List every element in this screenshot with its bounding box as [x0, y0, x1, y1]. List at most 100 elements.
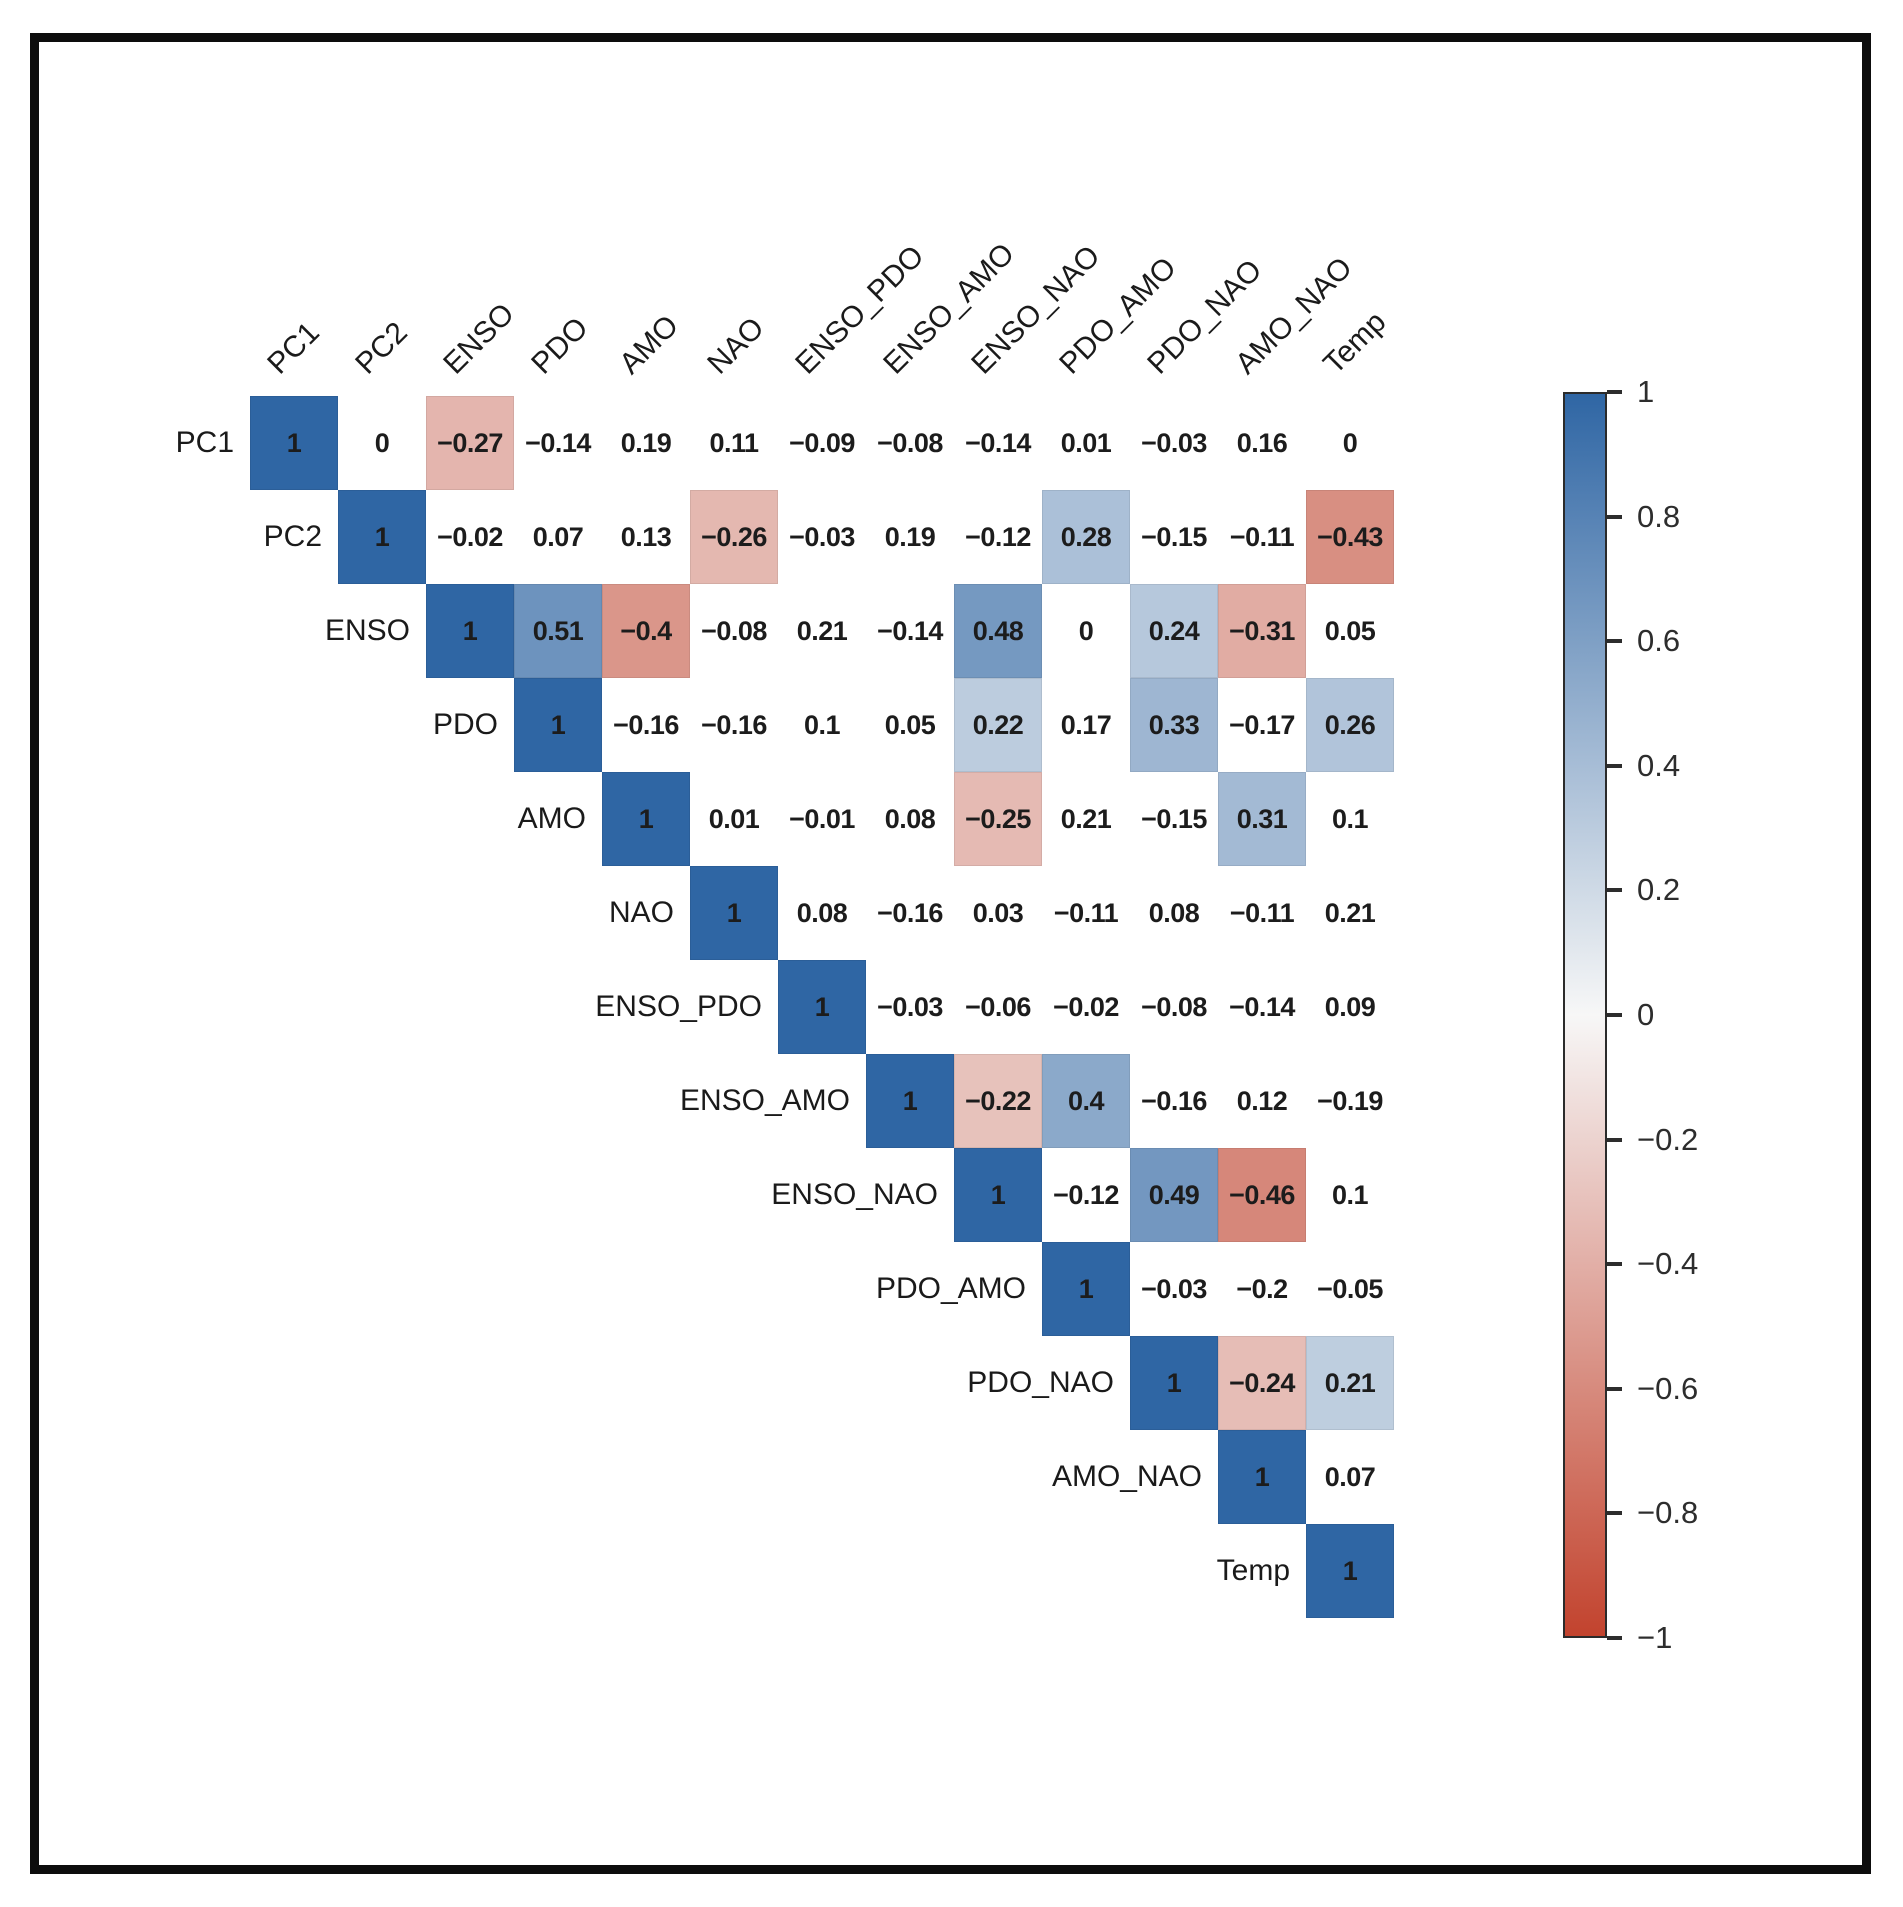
- matrix-cell-value: 0.13: [620, 521, 672, 552]
- matrix-cell-value: −0.02: [1053, 991, 1119, 1022]
- matrix-cell: 0.05: [1306, 584, 1394, 678]
- matrix-cell: −0.17: [1218, 678, 1306, 772]
- matrix-cell: −0.2: [1218, 1242, 1306, 1336]
- matrix-cell: 0: [1306, 396, 1394, 490]
- matrix-cell-value: 0.21: [796, 615, 848, 646]
- matrix-cell-value: 0.05: [1324, 615, 1376, 646]
- matrix-cell: 0.12: [1218, 1054, 1306, 1148]
- matrix-cell-value: −0.02: [437, 521, 503, 552]
- matrix-cell-value: 0.1: [803, 709, 841, 740]
- matrix-cell: −0.12: [1042, 1148, 1130, 1242]
- matrix-cell-value: 0.1: [1331, 803, 1369, 834]
- matrix-cell-value: 1: [638, 803, 654, 834]
- matrix-cell-diagonal: 1: [866, 1054, 954, 1148]
- matrix-cell: 0.16: [1218, 396, 1306, 490]
- matrix-cell-value: −0.14: [1229, 991, 1295, 1022]
- matrix-cell: 0.51: [514, 584, 602, 678]
- matrix-cell: −0.11: [1218, 490, 1306, 584]
- matrix-cell: 0.08: [1130, 866, 1218, 960]
- matrix-cell: −0.14: [1218, 960, 1306, 1054]
- matrix-cell: −0.24: [1218, 1336, 1306, 1430]
- matrix-cell: 0.1: [778, 678, 866, 772]
- matrix-cell-diagonal: 1: [1042, 1242, 1130, 1336]
- colorbar-tick-label: 0.4: [1637, 747, 1681, 783]
- matrix-cell-value: 0.21: [1324, 1367, 1376, 1398]
- matrix-cell-value: −0.16: [613, 709, 679, 740]
- colorbar: [1563, 392, 1607, 1638]
- matrix-cell-value: 0.1: [1331, 1179, 1369, 1210]
- matrix-cell-diagonal: 1: [690, 866, 778, 960]
- matrix-cell: −0.43: [1306, 490, 1394, 584]
- matrix-cell-diagonal: 1: [338, 490, 426, 584]
- matrix-cell: 0.19: [866, 490, 954, 584]
- matrix-cell: −0.11: [1042, 866, 1130, 960]
- matrix-cell-value: 0.17: [1060, 709, 1112, 740]
- matrix-cell-value: 1: [462, 615, 478, 646]
- colorbar-tick-label: −0.2: [1637, 1121, 1699, 1157]
- matrix-cell: −0.05: [1306, 1242, 1394, 1336]
- matrix-cell: −0.15: [1130, 490, 1218, 584]
- matrix-cell: −0.09: [778, 396, 866, 490]
- colorbar-tick-label: −0.8: [1637, 1495, 1699, 1531]
- matrix-cell-value: −0.08: [1141, 991, 1207, 1022]
- matrix-cell-value: 0.19: [620, 427, 672, 458]
- matrix-cell-value: −0.11: [1229, 897, 1295, 928]
- matrix-cell: 0.13: [602, 490, 690, 584]
- colorbar-tick-label: 0.6: [1637, 623, 1681, 659]
- matrix-cell: −0.03: [1130, 396, 1218, 490]
- matrix-cell: −0.01: [778, 772, 866, 866]
- matrix-cell-value: −0.11: [1053, 897, 1119, 928]
- row-label: PC2: [263, 520, 322, 553]
- matrix-cell: 0.21: [778, 584, 866, 678]
- matrix-cell: −0.14: [866, 584, 954, 678]
- matrix-cell-value: 0.05: [884, 709, 936, 740]
- matrix-cell-value: −0.09: [789, 427, 855, 458]
- matrix-cell-value: 0.16: [1236, 427, 1288, 458]
- matrix-cell: 0.48: [954, 584, 1042, 678]
- matrix-cell: 0.17: [1042, 678, 1130, 772]
- matrix-cell-value: 0: [1342, 427, 1358, 458]
- matrix-cell: −0.15: [1130, 772, 1218, 866]
- matrix-cell-value: −0.03: [789, 521, 855, 552]
- matrix-cell: 0.21: [1306, 866, 1394, 960]
- matrix-cell-value: 0.26: [1324, 709, 1376, 740]
- matrix-cell: 0.33: [1130, 678, 1218, 772]
- matrix-cell-diagonal: 1: [954, 1148, 1042, 1242]
- colorbar-tick: [1607, 1137, 1622, 1142]
- matrix-cell-value: 0.4: [1067, 1085, 1105, 1116]
- matrix-cell-value: −0.24: [1229, 1367, 1295, 1398]
- matrix-cell-value: 0.22: [972, 709, 1024, 740]
- matrix-cell: −0.16: [866, 866, 954, 960]
- matrix-cell-value: 0.08: [884, 803, 936, 834]
- matrix-cell: −0.02: [426, 490, 514, 584]
- matrix-cell: 0.11: [690, 396, 778, 490]
- matrix-cell: −0.16: [1130, 1054, 1218, 1148]
- matrix-cell-value: −0.43: [1317, 521, 1383, 552]
- matrix-cell-value: −0.08: [877, 427, 943, 458]
- matrix-cell: −0.16: [602, 678, 690, 772]
- matrix-cell: 0.4: [1042, 1054, 1130, 1148]
- matrix-cell: 0.21: [1042, 772, 1130, 866]
- matrix-cell-diagonal: 1: [514, 678, 602, 772]
- matrix-cell-value: −0.31: [1229, 615, 1295, 646]
- matrix-cell: 0.26: [1306, 678, 1394, 772]
- matrix-cell: 0.01: [1042, 396, 1130, 490]
- matrix-cell: 0.07: [1306, 1430, 1394, 1524]
- matrix-cell-value: 0.01: [1060, 427, 1112, 458]
- row-label: PDO_NAO: [967, 1366, 1114, 1399]
- matrix-cell: 0.03: [954, 866, 1042, 960]
- matrix-cell-value: −0.12: [1053, 1179, 1119, 1210]
- matrix-cell-value: 0: [1078, 615, 1094, 646]
- matrix-cell-diagonal: 1: [602, 772, 690, 866]
- matrix-cell: −0.26: [690, 490, 778, 584]
- matrix-cell-value: 0.07: [1324, 1461, 1376, 1492]
- matrix-cell-value: 0.21: [1324, 897, 1376, 928]
- matrix-cell: −0.08: [866, 396, 954, 490]
- colorbar-tick-label: 1: [1637, 374, 1655, 409]
- matrix-cell-value: −0.14: [525, 427, 591, 458]
- colorbar-tick: [1607, 1262, 1622, 1267]
- matrix-cell: 0.19: [602, 396, 690, 490]
- matrix-cell: 0: [1042, 584, 1130, 678]
- matrix-cell-value: 1: [726, 897, 742, 928]
